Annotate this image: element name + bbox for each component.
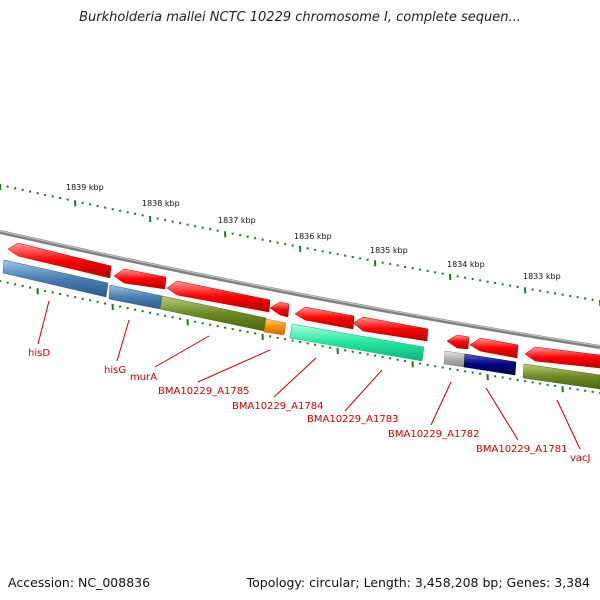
gene-label-A1782[interactable]: BMA10229_A1782 xyxy=(388,429,479,440)
cds-arrow-A1782[interactable] xyxy=(446,334,470,350)
gene-label-A1781[interactable]: BMA10229_A1781 xyxy=(476,444,567,455)
chromosome-backbone xyxy=(0,230,600,349)
cds-arrow-A1784[interactable] xyxy=(294,306,355,330)
genome-summary-text: Topology: circular; Length: 3,458,208 bp… xyxy=(246,575,590,590)
gene-label-A1784[interactable]: BMA10229_A1784 xyxy=(232,401,323,412)
cds-arrow-vacJ[interactable] xyxy=(524,346,600,369)
cds-arrow-A1781[interactable] xyxy=(469,337,519,359)
gene-bar-vacJ[interactable] xyxy=(522,363,600,390)
scale-label-1834: 1834 kbp xyxy=(447,260,485,269)
gene-bar-A1783[interactable] xyxy=(289,323,425,362)
gene-label-hisG[interactable]: hisG xyxy=(104,365,126,376)
scale-label-1838: 1838 kbp xyxy=(142,199,180,208)
scale-label-1833: 1833 kbp xyxy=(523,272,561,281)
gene-bar-hisD[interactable] xyxy=(2,259,109,298)
cds-arrow-hisG[interactable] xyxy=(113,268,167,290)
gene-label-vacJ[interactable]: vacJ xyxy=(570,453,591,464)
map-title: Burkholderia mallei NCTC 10229 chromosom… xyxy=(79,10,521,25)
gene-label-A1783[interactable]: BMA10229_A1783 xyxy=(307,414,398,425)
cds-arrow-hisD[interactable] xyxy=(7,242,112,279)
gene-bar-A1781[interactable] xyxy=(463,353,517,376)
accession-text: Accession: NC_008836 xyxy=(8,575,151,590)
cds-arrow-A1783[interactable] xyxy=(352,316,429,342)
gene-bar-hisG[interactable] xyxy=(108,284,163,310)
cds-arrow-A1785[interactable] xyxy=(269,301,290,318)
scale-label-1837: 1837 kbp xyxy=(218,216,256,225)
gene-bar-A1782[interactable] xyxy=(443,350,466,368)
gene-bar-A1785[interactable] xyxy=(263,318,287,336)
gene-label-murA[interactable]: murA xyxy=(130,372,157,383)
scale-label-1836: 1836 kbp xyxy=(294,232,332,241)
gene-label-A1785[interactable]: BMA10229_A1785 xyxy=(158,386,249,397)
cds-arrows xyxy=(7,242,600,369)
label-leader-lines xyxy=(37,300,581,450)
cds-arrow-murA[interactable] xyxy=(166,280,271,313)
gene-label-hisD[interactable]: hisD xyxy=(28,348,50,359)
scale-label-1839: 1839 kbp xyxy=(66,183,104,192)
scale-ticks-upper xyxy=(0,183,600,307)
scale-label-1835: 1835 kbp xyxy=(370,246,408,255)
scale-ticks-lower xyxy=(0,279,600,395)
gene-category-bars xyxy=(2,259,600,390)
